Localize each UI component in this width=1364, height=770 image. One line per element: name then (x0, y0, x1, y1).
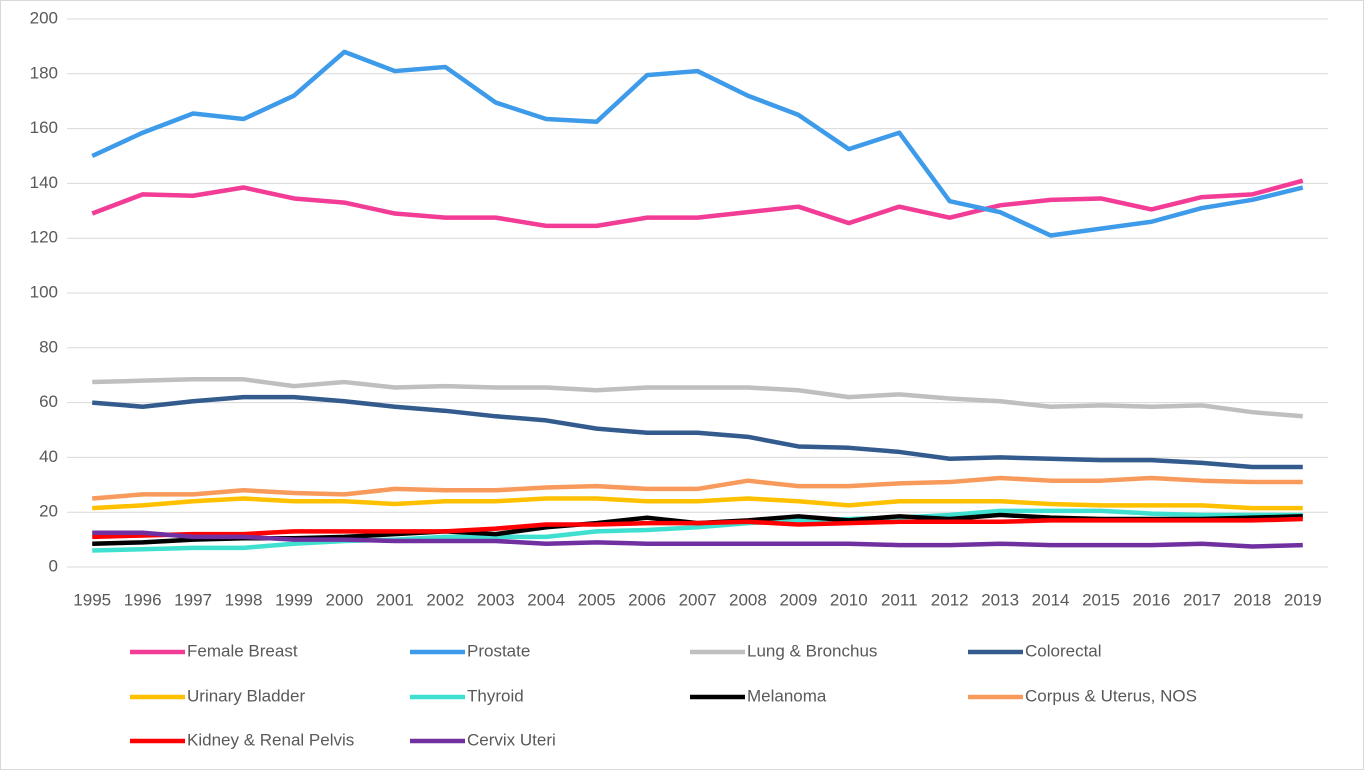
y-tick-label: 120 (30, 228, 58, 247)
x-tick-label: 2018 (1233, 590, 1271, 609)
x-tick-label: 1997 (174, 590, 212, 609)
y-tick-label: 40 (39, 447, 58, 466)
x-tick-label: 2000 (326, 590, 364, 609)
x-tick-label: 1998 (225, 590, 263, 609)
legend-label: Urinary Bladder (187, 686, 305, 705)
y-tick-label: 60 (39, 392, 58, 411)
x-tick-label: 2007 (679, 590, 717, 609)
series-line (91, 49, 1304, 238)
legend-label: Thyroid (467, 686, 524, 705)
x-tick-label: 1995 (73, 590, 111, 609)
series-line (92, 530, 1303, 549)
legend-label: Corpus & Uterus, NOS (1025, 686, 1197, 705)
legend-label: Lung & Bronchus (747, 641, 877, 660)
x-tick-label: 2015 (1082, 590, 1120, 609)
x-tick-label: 2001 (376, 590, 414, 609)
series-line (92, 496, 1303, 511)
legend-label: Prostate (467, 641, 530, 660)
x-tick-label: 1999 (275, 590, 313, 609)
legend-label: Cervix Uteri (467, 730, 556, 749)
y-tick-label: 0 (49, 556, 58, 575)
x-tick-label: 2009 (779, 590, 817, 609)
y-tick-label: 140 (30, 173, 58, 192)
series-line (92, 508, 1303, 553)
series-line (92, 377, 1303, 419)
y-tick-label: 160 (30, 118, 58, 137)
series-line (92, 516, 1303, 540)
x-tick-label: 2008 (729, 590, 767, 609)
x-tick-label: 2002 (426, 590, 464, 609)
legend-label: Female Breast (187, 641, 298, 660)
x-tick-label: 2017 (1183, 590, 1221, 609)
y-tick-label: 100 (30, 282, 58, 301)
legend-label: Colorectal (1025, 641, 1102, 660)
x-tick-label: 2006 (628, 590, 666, 609)
series-line (92, 475, 1303, 501)
legend-label: Kidney & Renal Pelvis (187, 730, 354, 749)
legend-label: Melanoma (747, 686, 827, 705)
series-line (91, 178, 1304, 229)
y-tick-label: 80 (39, 337, 58, 356)
x-tick-label: 2010 (830, 590, 868, 609)
x-tick-label: 2003 (477, 590, 515, 609)
y-tick-label: 200 (30, 8, 58, 27)
y-tick-label: 20 (39, 502, 58, 521)
x-tick-label: 2019 (1284, 590, 1322, 609)
series-line (92, 394, 1303, 470)
x-tick-label: 2014 (1032, 590, 1070, 609)
x-tick-label: 2013 (981, 590, 1019, 609)
x-tick-label: 2005 (578, 590, 616, 609)
x-tick-label: 2012 (931, 590, 969, 609)
x-tick-label: 2016 (1133, 590, 1171, 609)
x-tick-label: 2004 (527, 590, 565, 609)
x-tick-label: 2011 (881, 590, 918, 609)
x-tick-label: 1996 (124, 590, 162, 609)
y-tick-label: 180 (30, 63, 58, 82)
